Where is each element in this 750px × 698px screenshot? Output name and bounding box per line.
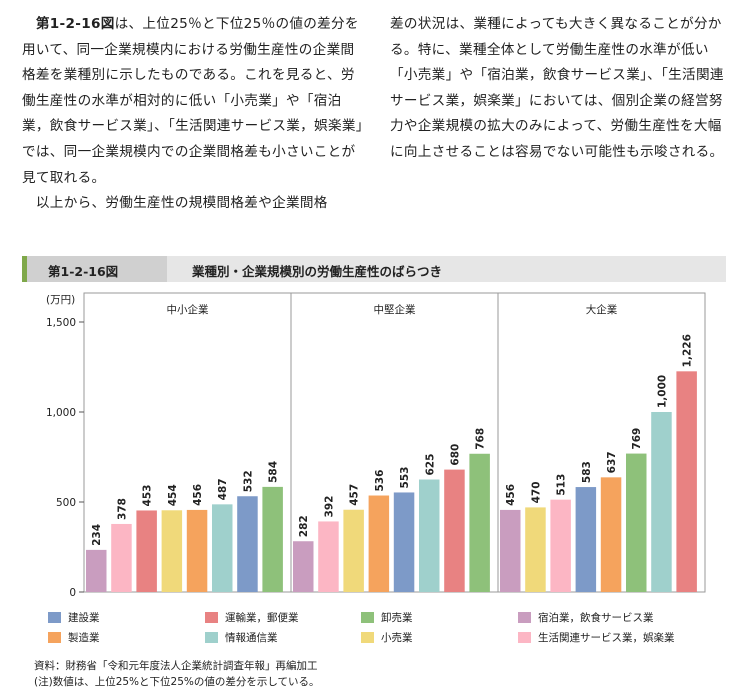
legend-swatch <box>48 612 61 623</box>
bar <box>212 504 233 592</box>
bar <box>500 509 521 592</box>
bar <box>262 486 283 592</box>
legend-swatch <box>361 612 374 623</box>
bar-chart: (万円) 0 500 1,000 1,500 中小企業 234 378 453 454 456 487… <box>46 292 706 599</box>
data-label: 454 <box>167 484 179 506</box>
footnote: (注)数値は、上位25%と下位25%の値の差分を示している。 <box>34 676 320 688</box>
data-label: 637 <box>606 451 618 473</box>
legend-swatch <box>518 612 531 623</box>
data-label: 470 <box>530 481 542 503</box>
group-label: 中堅企業 <box>374 303 416 316</box>
y-tick-label: 1,000 <box>46 407 76 419</box>
bar <box>469 453 490 592</box>
body-text-left: 第1-2-16図は、上位25％と下位25％の値の差分を用いて、同一企業規模内にお… <box>22 12 367 217</box>
bar <box>111 523 132 592</box>
y-tick-label: 0 <box>69 587 76 599</box>
legend-swatch <box>518 632 531 643</box>
source-note: 資料：財務省「令和元年度法人企業統計調査年報」再編加工 <box>34 660 318 672</box>
data-label: 769 <box>631 428 643 450</box>
paragraph-1: 第1-2-16図は、上位25％と下位25％の値の差分を用いて、同一企業規模内にお… <box>22 12 367 191</box>
bar <box>525 507 546 592</box>
data-label: 680 <box>449 444 461 466</box>
bar <box>136 510 157 592</box>
bar <box>600 477 622 592</box>
legend-label: 製造業 <box>68 632 100 644</box>
bar <box>368 495 390 592</box>
legend-label: 卸売業 <box>381 612 413 624</box>
figure-title: 業種別・企業規模別の労働生産性のばらつき <box>192 264 443 279</box>
bar <box>444 469 465 592</box>
data-label: 378 <box>116 498 128 520</box>
bar <box>575 487 597 592</box>
bar <box>626 453 647 592</box>
body-text-right: 差の状況は、業種によっても大きく異なることが分かる。特に、業種全体として労働生産… <box>390 12 735 166</box>
bar <box>676 371 697 592</box>
data-label: 536 <box>374 470 386 492</box>
paragraph-2-text: 以上から、労働生産性の規模間格差や企業間格 <box>35 195 328 212</box>
bar <box>651 412 672 592</box>
data-label: 392 <box>323 496 335 518</box>
y-tick-label: 1,500 <box>46 317 76 329</box>
bar <box>419 479 440 592</box>
data-label: 456 <box>505 484 517 506</box>
data-label: 583 <box>581 461 593 483</box>
data-label: 453 <box>142 485 154 507</box>
bar <box>550 499 571 592</box>
data-label: 456 <box>192 484 204 506</box>
data-label: 487 <box>217 478 229 500</box>
bar <box>343 509 364 592</box>
data-label: 532 <box>242 470 254 492</box>
bar <box>86 549 107 592</box>
legend-label: 建設業 <box>68 612 100 624</box>
legend-label: 生活関連サービス業，娯楽業 <box>538 632 675 644</box>
bar <box>186 509 208 592</box>
figure-header: 第1-2-16図 業種別・企業規模別の労働生産性のばらつき <box>22 256 726 282</box>
paragraph-1-text: は、上位25％と下位25％の値の差分を用いて、同一企業規模内における労働生産性の… <box>22 16 363 186</box>
bar <box>161 510 183 592</box>
figure-accent-bar <box>22 256 27 282</box>
bar <box>293 541 314 592</box>
bar <box>318 521 339 592</box>
group-label: 大企業 <box>586 303 618 316</box>
y-tick-label: 500 <box>56 497 76 509</box>
data-label: 625 <box>424 454 436 476</box>
paragraph-3: 差の状況は、業種によっても大きく異なることが分かる。特に、業種全体として労働生産… <box>390 16 724 160</box>
figure-reference: 第1-2-16図 <box>35 16 115 32</box>
legend-label: 宿泊業，飲食サービス業 <box>538 612 654 624</box>
group-label: 中小企業 <box>167 303 209 316</box>
data-label: 553 <box>399 467 411 489</box>
bar <box>237 496 258 592</box>
bar <box>393 492 415 592</box>
data-label: 234 <box>91 524 103 546</box>
legend-label: 運輸業，郵便業 <box>225 612 299 624</box>
paragraph-2: 以上から、労働生産性の規模間格差や企業間格 <box>22 191 367 217</box>
data-label: 513 <box>556 474 568 496</box>
legend-swatch <box>361 632 374 643</box>
figure-number-box: 第1-2-16図 <box>22 256 167 282</box>
figure-number: 第1-2-16図 <box>48 264 119 279</box>
data-label: 1,226 <box>682 334 694 367</box>
legend-swatch <box>205 632 218 643</box>
legend-label: 小売業 <box>381 632 413 644</box>
data-label: 282 <box>298 515 310 537</box>
data-label: 768 <box>475 428 487 450</box>
legend-swatch <box>48 632 61 643</box>
data-label: 584 <box>268 461 280 483</box>
y-axis-label: (万円) <box>46 294 75 306</box>
data-label: 457 <box>349 484 361 506</box>
data-label: 1,000 <box>656 375 668 408</box>
legend-label: 情報通信業 <box>225 632 278 644</box>
legend-swatch <box>205 612 218 623</box>
